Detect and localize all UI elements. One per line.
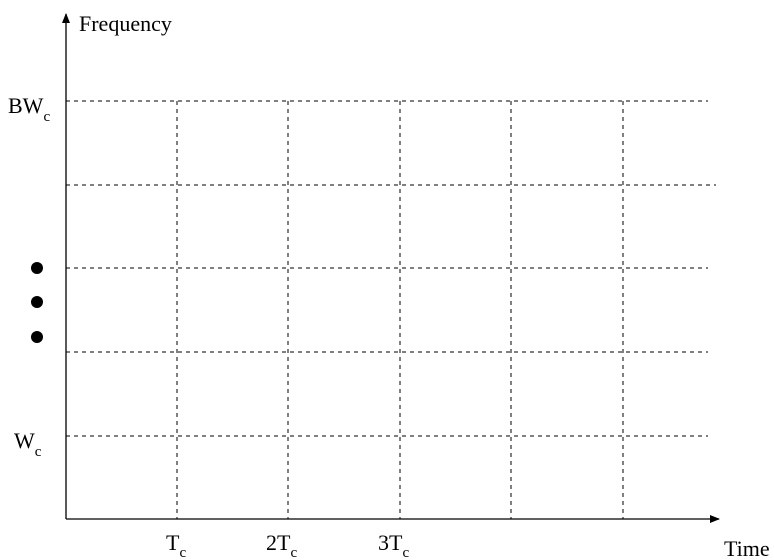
y-label-wc-sub: c [35, 444, 42, 460]
ellipsis-dots [31, 262, 43, 343]
y-label-bwc-sub: c [43, 109, 50, 125]
x-label-2tc: 2Tc [266, 530, 297, 560]
y-label-wc: Wc [14, 428, 42, 460]
ellipsis-dot [31, 331, 43, 343]
x-label-3tc: 3Tc [378, 530, 409, 560]
y-axis-label: Frequency [79, 11, 172, 36]
ellipsis-dot [31, 296, 43, 308]
x-label-3tc-main: 3T [378, 530, 403, 555]
y-label-wc-main: W [14, 428, 35, 453]
y-label-bwc-main: BW [8, 93, 44, 118]
x-axis-label: Time [724, 536, 770, 560]
ellipsis-dot [31, 262, 43, 274]
y-label-bwc: BWc [8, 93, 50, 125]
x-label-tc-main: T [166, 530, 180, 555]
grid [66, 100, 716, 519]
x-label-tc-sub: c [179, 545, 186, 560]
x-label-3tc-sub: c [402, 545, 409, 560]
x-label-tc: Tc [166, 530, 186, 560]
x-label-2tc-sub: c [290, 545, 297, 560]
x-label-2tc-main: 2T [266, 530, 291, 555]
